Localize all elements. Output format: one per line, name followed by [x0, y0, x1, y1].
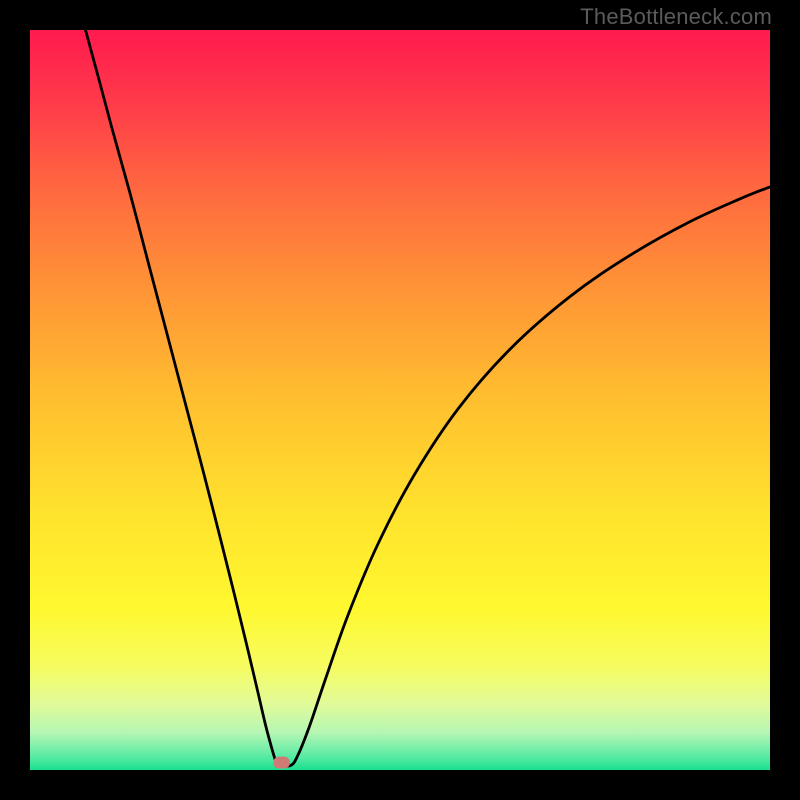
chart-frame: TheBottleneck.com [0, 0, 800, 800]
watermark-text: TheBottleneck.com [580, 4, 772, 30]
bottleneck-curve [86, 30, 771, 766]
plot-area [30, 30, 770, 770]
minimum-marker [273, 757, 289, 769]
curve-layer [30, 30, 770, 770]
